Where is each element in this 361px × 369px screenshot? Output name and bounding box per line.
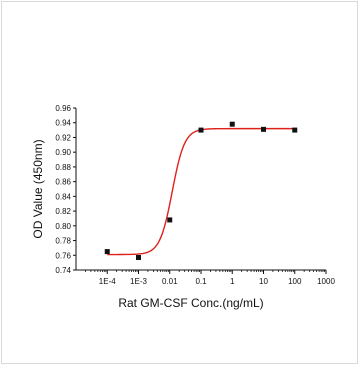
y-tick-label: 0.84 [55, 192, 71, 201]
data-point [104, 249, 110, 255]
x-tick-label: 1E-4 [99, 277, 116, 286]
x-tick-label: 0.01 [162, 277, 178, 286]
data-point [198, 127, 204, 133]
x-tick-label: 100 [288, 277, 302, 286]
x-tick-label: 1E-3 [130, 277, 147, 286]
fitted-curve [107, 127, 295, 256]
y-tick-label: 0.96 [55, 104, 71, 113]
data-point [229, 121, 235, 127]
y-tick-label: 0.74 [55, 266, 71, 275]
y-tick-label: 0.76 [55, 251, 71, 260]
x-tick-label: 0.1 [195, 277, 207, 286]
y-tick-label: 0.88 [55, 163, 71, 172]
data-point [261, 126, 266, 132]
y-axis-title: OD Value (450nm) [31, 139, 45, 238]
y-tick-label: 0.94 [55, 119, 71, 128]
figure-frame: 0.74 0.76 0.78 0.80 0.82 0.84 0.86 0.88 0.90 0.92… [1, 1, 358, 364]
y-tick-label: 0.82 [55, 207, 71, 216]
y-tick-label: 0.92 [55, 133, 71, 142]
data-point [167, 217, 173, 223]
y-axis-ticks: 0.74 0.76 0.78 0.80 0.82 0.84 0.86 0.88 0.90 0.92… [55, 104, 76, 275]
x-axis-title: Rat GM-CSF Conc.(ng/mL) [118, 296, 263, 310]
data-point [136, 254, 141, 260]
data-point [292, 127, 298, 133]
x-axis-ticks: 1E-4 1E-3 0.01 0.1 1 10 100 1000 [85, 270, 335, 286]
x-tick-label: 1000 [317, 277, 335, 286]
y-tick-label: 0.86 [55, 178, 71, 187]
data-points [104, 121, 298, 260]
x-tick-label: 1 [230, 277, 235, 286]
y-tick-label: 0.78 [55, 237, 71, 246]
y-tick-label: 0.90 [55, 148, 71, 157]
y-tick-label: 0.80 [55, 222, 71, 231]
x-tick-label: 10 [259, 277, 268, 286]
